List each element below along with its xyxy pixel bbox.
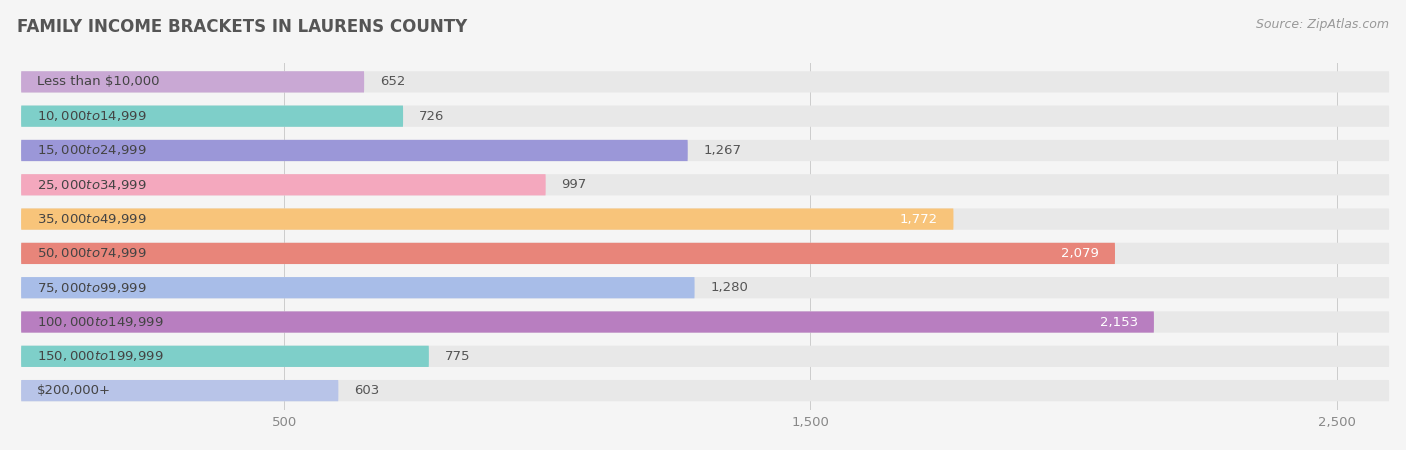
FancyBboxPatch shape [21,243,1115,264]
Text: Less than $10,000: Less than $10,000 [37,75,159,88]
Text: $200,000+: $200,000+ [37,384,111,397]
FancyBboxPatch shape [21,140,1389,161]
FancyBboxPatch shape [21,277,695,298]
FancyBboxPatch shape [21,243,1389,264]
Text: 603: 603 [354,384,380,397]
FancyBboxPatch shape [21,140,688,161]
Text: 726: 726 [419,110,444,123]
Text: 652: 652 [380,75,405,88]
Text: 1,772: 1,772 [900,212,938,225]
Text: 2,079: 2,079 [1062,247,1099,260]
Text: $75,000 to $99,999: $75,000 to $99,999 [37,281,146,295]
FancyBboxPatch shape [21,174,1389,195]
FancyBboxPatch shape [21,380,1389,401]
FancyBboxPatch shape [21,106,404,127]
FancyBboxPatch shape [21,208,1389,230]
FancyBboxPatch shape [21,71,1389,93]
FancyBboxPatch shape [21,277,1389,298]
Text: Source: ZipAtlas.com: Source: ZipAtlas.com [1256,18,1389,31]
Text: 2,153: 2,153 [1099,315,1137,328]
FancyBboxPatch shape [21,311,1154,333]
Text: $10,000 to $14,999: $10,000 to $14,999 [37,109,146,123]
FancyBboxPatch shape [21,71,364,93]
FancyBboxPatch shape [21,311,1389,333]
Text: $50,000 to $74,999: $50,000 to $74,999 [37,247,146,261]
Text: 1,267: 1,267 [703,144,741,157]
Text: $100,000 to $149,999: $100,000 to $149,999 [37,315,163,329]
Text: FAMILY INCOME BRACKETS IN LAURENS COUNTY: FAMILY INCOME BRACKETS IN LAURENS COUNTY [17,18,467,36]
Text: 997: 997 [561,178,586,191]
Text: $25,000 to $34,999: $25,000 to $34,999 [37,178,146,192]
FancyBboxPatch shape [21,208,953,230]
FancyBboxPatch shape [21,174,546,195]
FancyBboxPatch shape [21,346,1389,367]
FancyBboxPatch shape [21,106,1389,127]
Text: 775: 775 [444,350,470,363]
Text: $150,000 to $199,999: $150,000 to $199,999 [37,349,163,363]
FancyBboxPatch shape [21,380,339,401]
Text: $35,000 to $49,999: $35,000 to $49,999 [37,212,146,226]
Text: 1,280: 1,280 [710,281,748,294]
Text: $15,000 to $24,999: $15,000 to $24,999 [37,144,146,158]
FancyBboxPatch shape [21,346,429,367]
